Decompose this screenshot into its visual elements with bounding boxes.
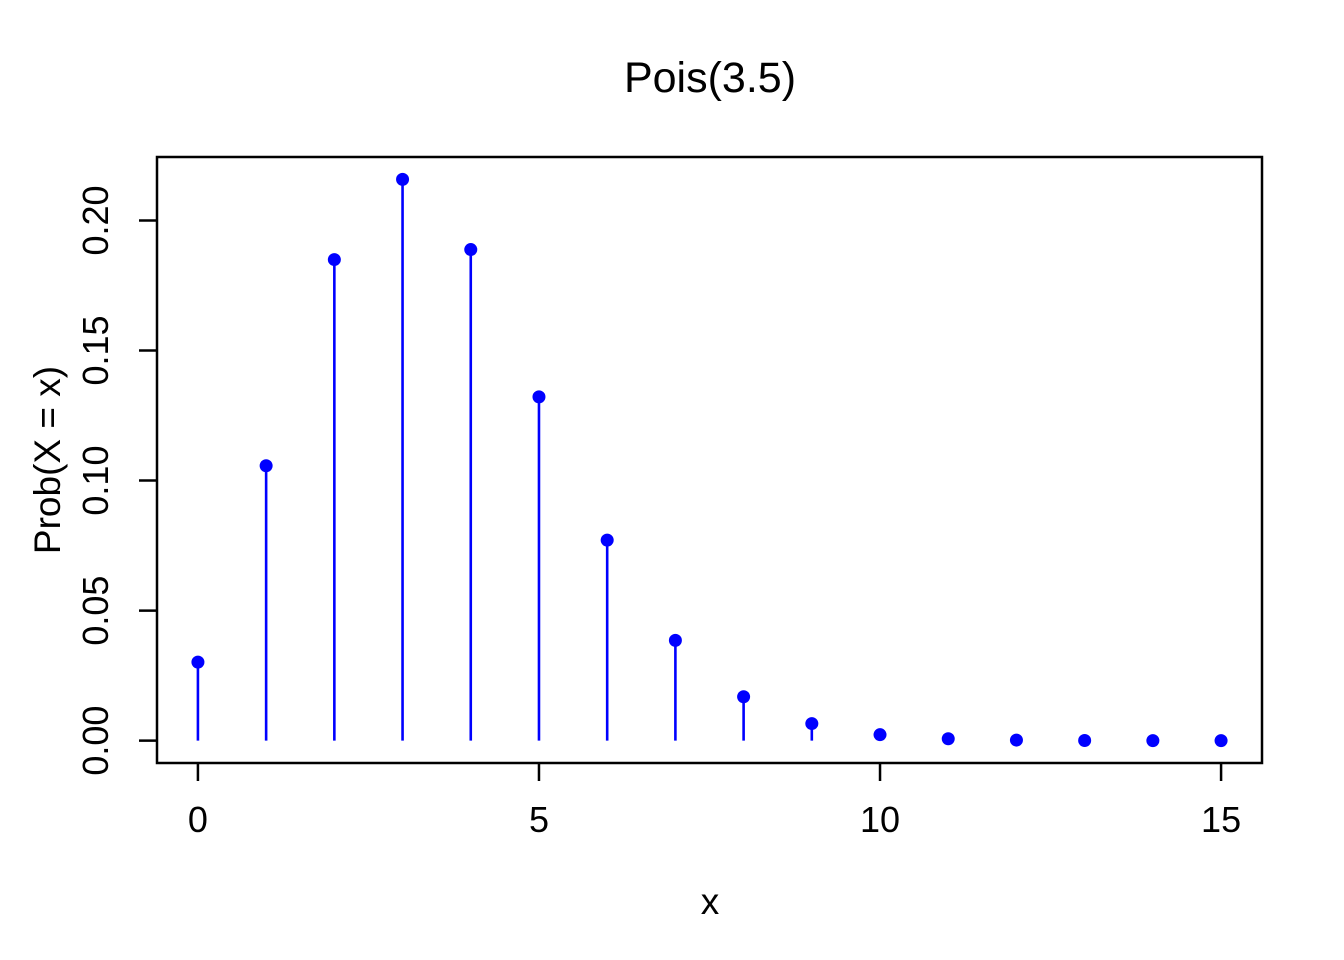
plot-frame (155, 155, 1264, 765)
x-tick-label: 5 (529, 799, 549, 840)
data-point (1078, 733, 1092, 747)
points-group (191, 172, 1228, 748)
x-tick-label: 10 (860, 799, 900, 840)
data-point (1214, 734, 1228, 748)
data-point (327, 253, 341, 267)
chart-title: Pois(3.5) (624, 54, 796, 102)
data-point (1146, 734, 1160, 748)
data-point (805, 717, 819, 731)
y-tick-label: 0.00 (75, 706, 116, 776)
data-point (737, 690, 751, 704)
y-axis-label: Prob(X = x) (27, 366, 68, 554)
x-tick-label: 15 (1201, 799, 1241, 840)
data-point (396, 172, 410, 186)
data-point (668, 633, 682, 647)
data-point (259, 459, 273, 473)
data-point (941, 732, 955, 746)
data-point (532, 390, 546, 404)
data-point (464, 243, 478, 257)
data-point (600, 533, 614, 547)
stems-group (196, 179, 1223, 741)
data-point (1009, 733, 1023, 747)
data-point (873, 728, 887, 742)
data-point (191, 655, 205, 669)
x-tick-label: 0 (188, 799, 208, 840)
y-tick-label: 0.15 (75, 315, 116, 385)
y-tick-label: 0.20 (75, 185, 116, 255)
tick-labels-group: 0 5 10 15 0.00 0.05 0.10 0.15 0.20 (75, 185, 1241, 840)
y-tick-label: 0.10 (75, 446, 116, 516)
x-axis-label: x (701, 881, 720, 922)
y-tick-label: 0.05 (75, 576, 116, 646)
axis-ticks-group (139, 219, 1223, 781)
